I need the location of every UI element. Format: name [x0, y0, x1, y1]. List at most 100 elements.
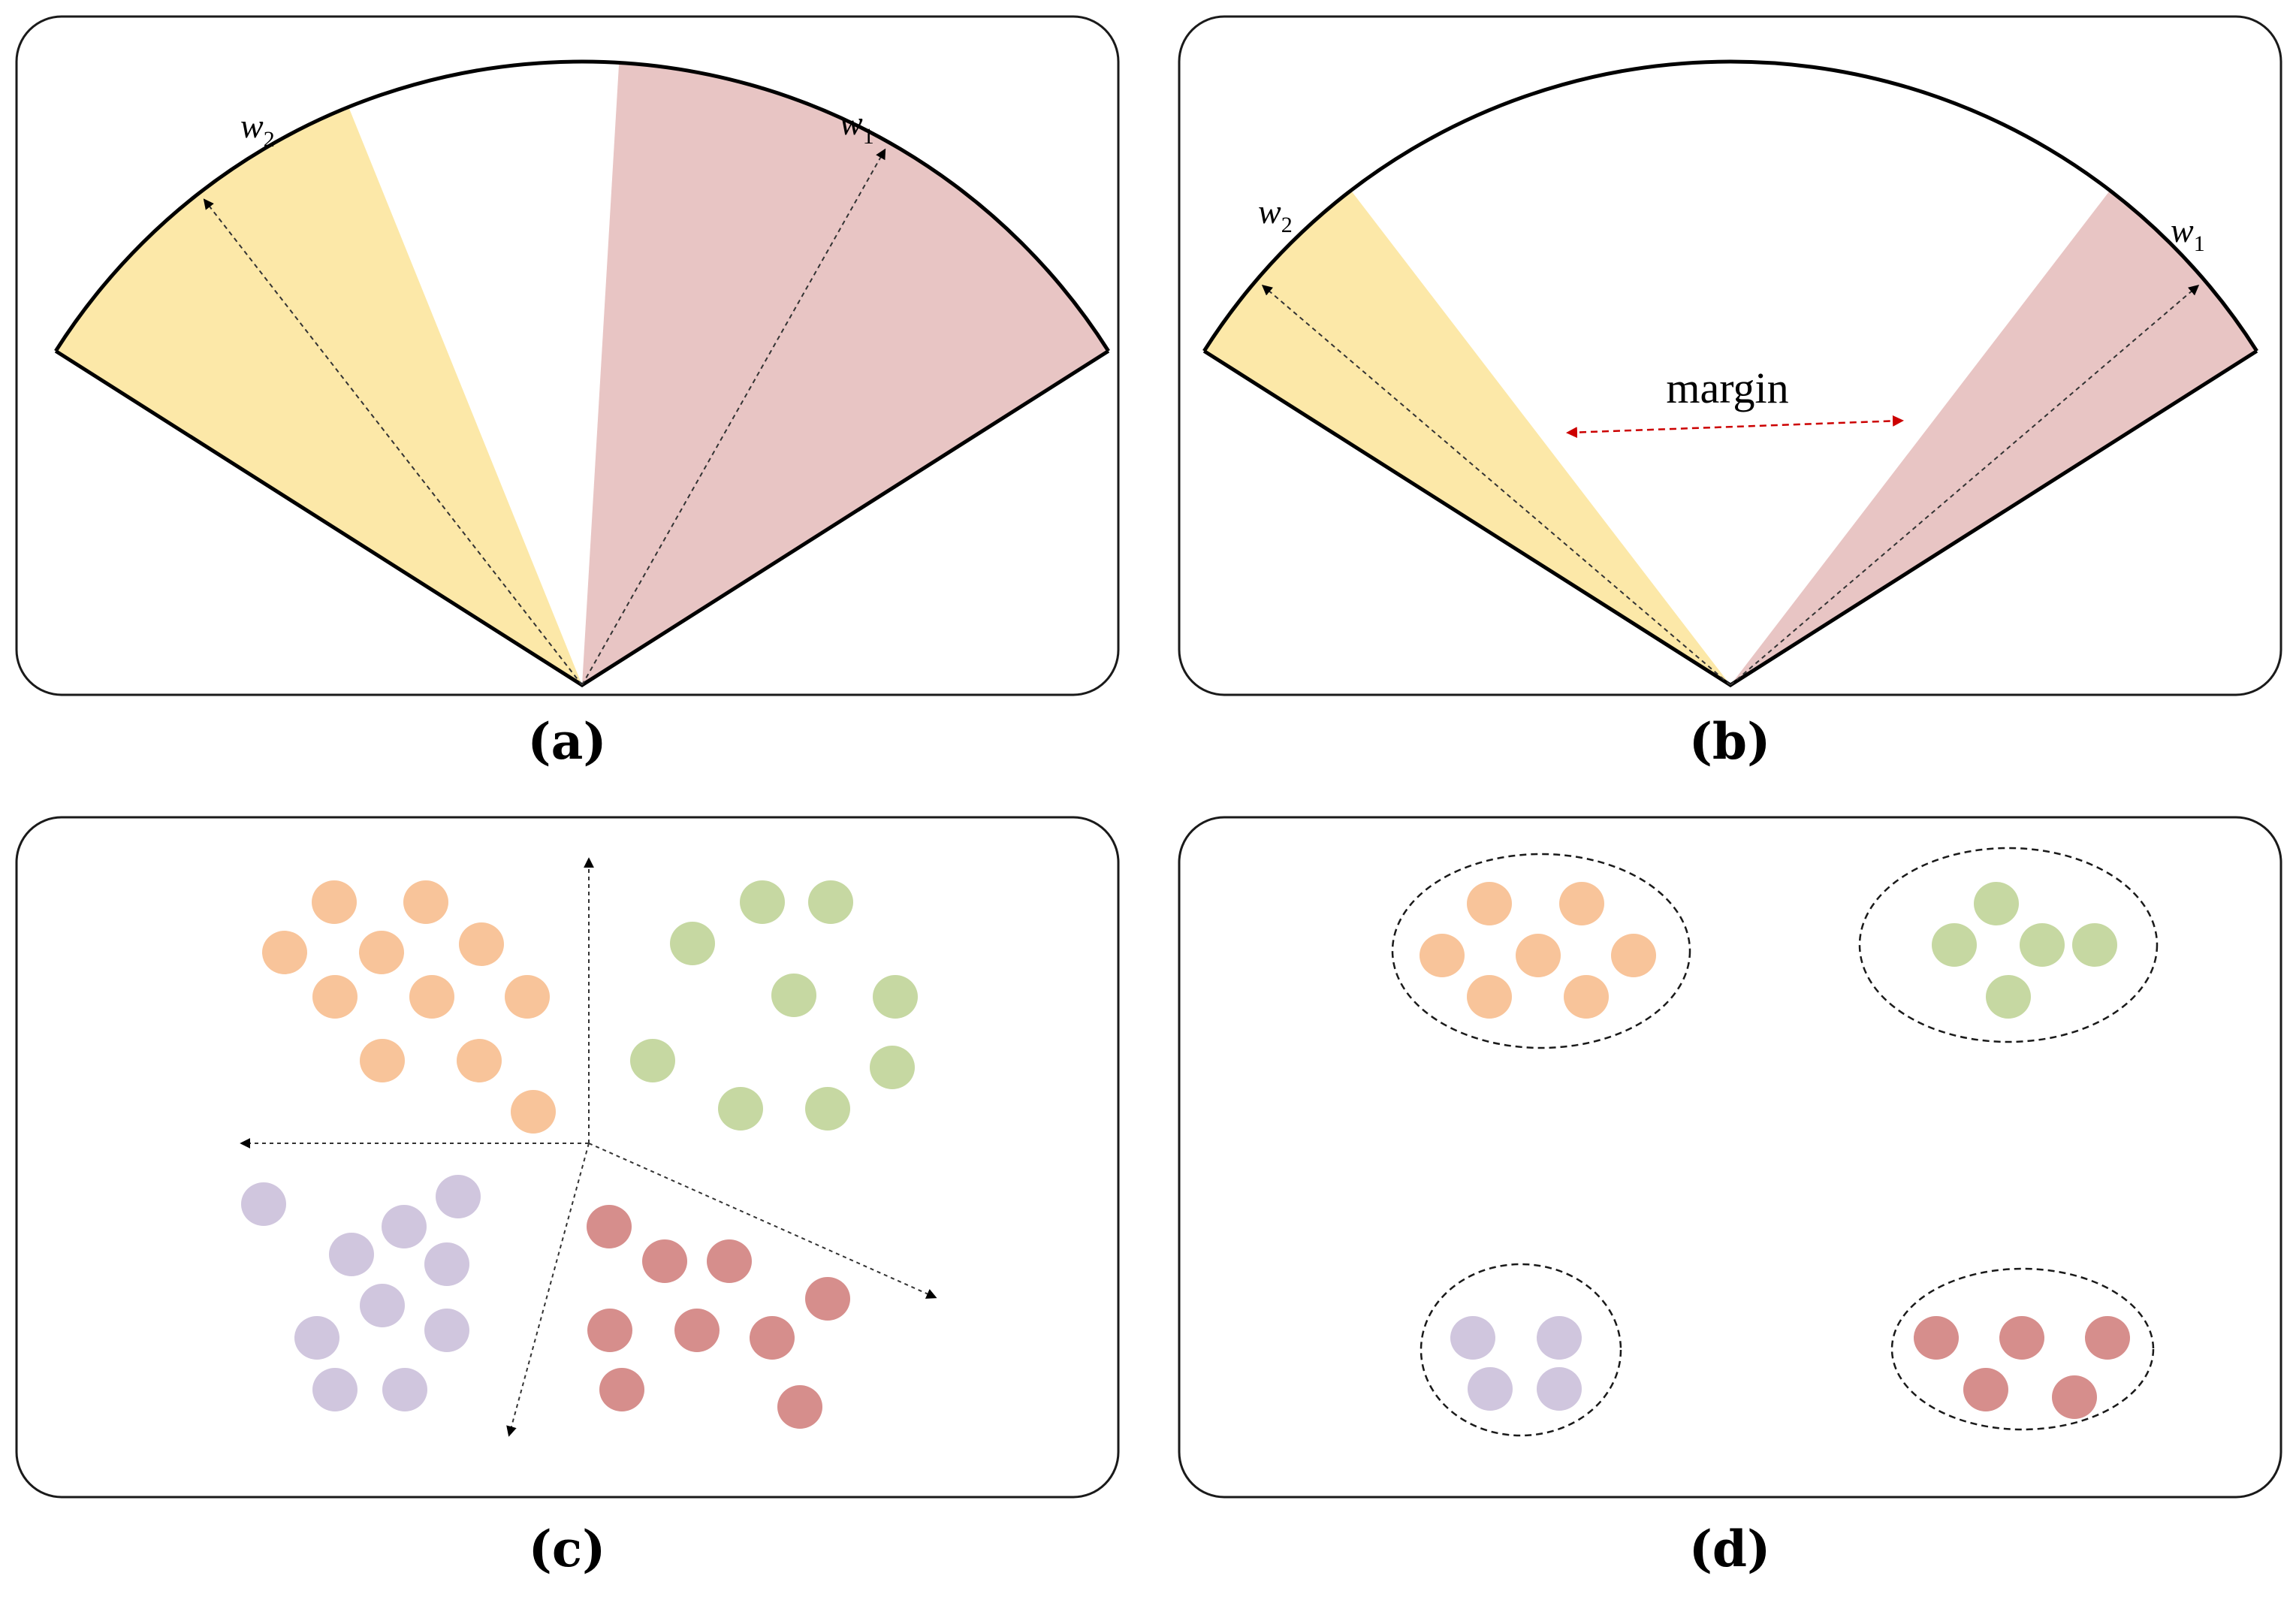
panel-d-green-point: [1974, 882, 2019, 925]
panel-a-label-w1-main: w: [840, 104, 863, 142]
panel-c-orange-point: [511, 1090, 556, 1134]
panel-d-purple-point: [1537, 1316, 1582, 1360]
panel-a-sector-w2: [56, 107, 582, 685]
panel-c-green-point: [873, 975, 918, 1019]
panel-d-red-point: [1999, 1316, 2044, 1360]
panel-b-frame: [1178, 15, 2282, 696]
panel-c-green-point: [870, 1046, 915, 1089]
panel-d-points: [1420, 882, 2130, 1419]
panel-c-green-point: [670, 922, 715, 965]
panel-b-label-w1: w1: [2171, 211, 2205, 256]
panel-d-red-point: [2085, 1316, 2130, 1360]
panel-a: w2 w1 (a): [15, 15, 1120, 771]
panel-c-red-point: [587, 1309, 632, 1352]
panel-c-axis-down-left: [506, 1143, 590, 1437]
panel-c-orange-point: [505, 975, 550, 1019]
panel-d-ring-orange: [1391, 853, 1691, 1049]
panel-c-purple-point: [360, 1284, 405, 1327]
panel-a-sector-w1: [582, 62, 1109, 685]
panel-d-orange-point: [1611, 934, 1656, 977]
panel-d-purple-point: [1450, 1316, 1495, 1360]
panel-d-ring-green: [1858, 847, 2159, 1043]
panel-c-orange-point: [457, 1039, 502, 1082]
panel-c-orange-point: [409, 975, 454, 1019]
panel-c-red-point: [777, 1385, 822, 1429]
panel-c-red-point: [707, 1239, 752, 1283]
panel-c-purple-point: [294, 1316, 339, 1360]
panel-a-label-w1-sub: 1: [863, 124, 874, 149]
panel-d-orange-point: [1559, 882, 1604, 925]
panel-b-sector-w2: [1204, 190, 1730, 685]
panel-c-red-point: [642, 1239, 687, 1283]
panel-a-caption: (a): [527, 712, 606, 771]
panel-c-green-point: [771, 974, 816, 1017]
panel-d-red-point: [1914, 1316, 1959, 1360]
panel-c-purple-point: [424, 1242, 469, 1286]
panel-c: (c): [15, 816, 1120, 1578]
panel-c-purple-point: [382, 1368, 427, 1411]
panel-c-green-point: [808, 880, 853, 924]
panel-c-red-point: [599, 1368, 644, 1411]
panel-c-purple-point: [312, 1368, 358, 1411]
panel-d-purple-point: [1468, 1367, 1513, 1411]
panel-d: (d): [1178, 816, 2282, 1578]
panel-a-label-w2-sub: 2: [264, 127, 275, 152]
panel-c-red-point: [587, 1205, 632, 1248]
panel-d-orange-point: [1564, 975, 1609, 1019]
panel-b-label-w2: w2: [1258, 192, 1293, 237]
panel-b-vector-w1: [1730, 284, 2200, 686]
panel-c-red-point: [674, 1309, 720, 1352]
panel-c-green-point: [630, 1039, 675, 1082]
panel-d-red-point: [2052, 1375, 2097, 1419]
panel-c-orange-point: [312, 880, 357, 924]
panel-c-purple-point: [241, 1182, 286, 1226]
panel-b-margin-label: margin: [1666, 364, 1788, 412]
panel-b: margin w2 w1 (b): [1178, 15, 2282, 771]
panel-a-label-w2: w2: [240, 107, 275, 152]
panel-c-purple-point: [382, 1205, 427, 1248]
panel-c-orange-point: [403, 880, 448, 924]
panel-d-green-point: [2072, 923, 2117, 967]
panel-c-axis-down-right: [588, 1143, 937, 1299]
panel-c-purple-point: [329, 1233, 374, 1276]
panel-d-orange-point: [1420, 934, 1465, 977]
panel-b-label-w1-sub: 1: [2194, 231, 2205, 256]
panel-c-caption: (c): [529, 1520, 606, 1578]
panel-b-label-w1-main: w: [2171, 211, 2194, 249]
panel-c-orange-point: [360, 1039, 405, 1082]
panel-c-orange-point: [459, 922, 504, 966]
panel-d-purple-point: [1537, 1367, 1582, 1411]
panel-d-green-point: [1932, 923, 1977, 967]
panel-b-sector-w1: [1730, 190, 2257, 685]
panel-d-red-point: [1963, 1368, 2008, 1411]
panel-d-green-point: [1986, 975, 2031, 1019]
panel-c-purple-point: [424, 1309, 469, 1352]
panel-c-green-point: [740, 880, 785, 924]
panel-b-label-w2-sub: 2: [1281, 213, 1293, 237]
panel-b-label-w2-main: w: [1258, 192, 1281, 231]
panel-d-ring-purple: [1420, 1263, 1622, 1437]
panel-c-orange-point: [262, 931, 307, 974]
panel-b-caption: (b): [1689, 712, 1771, 771]
panel-c-points: [241, 880, 918, 1429]
panel-b-vector-w2: [1261, 284, 1731, 686]
panel-d-frame: [1178, 816, 2282, 1499]
panel-c-frame: [15, 816, 1120, 1499]
panel-d-ring-red: [1890, 1267, 2155, 1431]
panel-c-red-point: [750, 1316, 795, 1360]
panel-c-purple-point: [436, 1175, 481, 1218]
panel-a-vector-w2: [203, 198, 583, 686]
panel-a-label-w2-main: w: [240, 107, 264, 145]
panel-a-label-w1: w1: [840, 104, 874, 149]
panel-d-orange-point: [1467, 882, 1512, 925]
panel-d-green-point: [2020, 923, 2065, 967]
panel-c-green-point: [718, 1087, 763, 1131]
panel-d-orange-point: [1516, 934, 1561, 977]
panel-c-green-point: [805, 1087, 850, 1131]
panel-c-orange-point: [312, 975, 358, 1019]
panel-a-vector-w1: [581, 148, 886, 686]
panel-c-orange-point: [359, 931, 404, 974]
panel-d-orange-point: [1467, 975, 1512, 1019]
panel-d-caption: (d): [1689, 1520, 1771, 1578]
